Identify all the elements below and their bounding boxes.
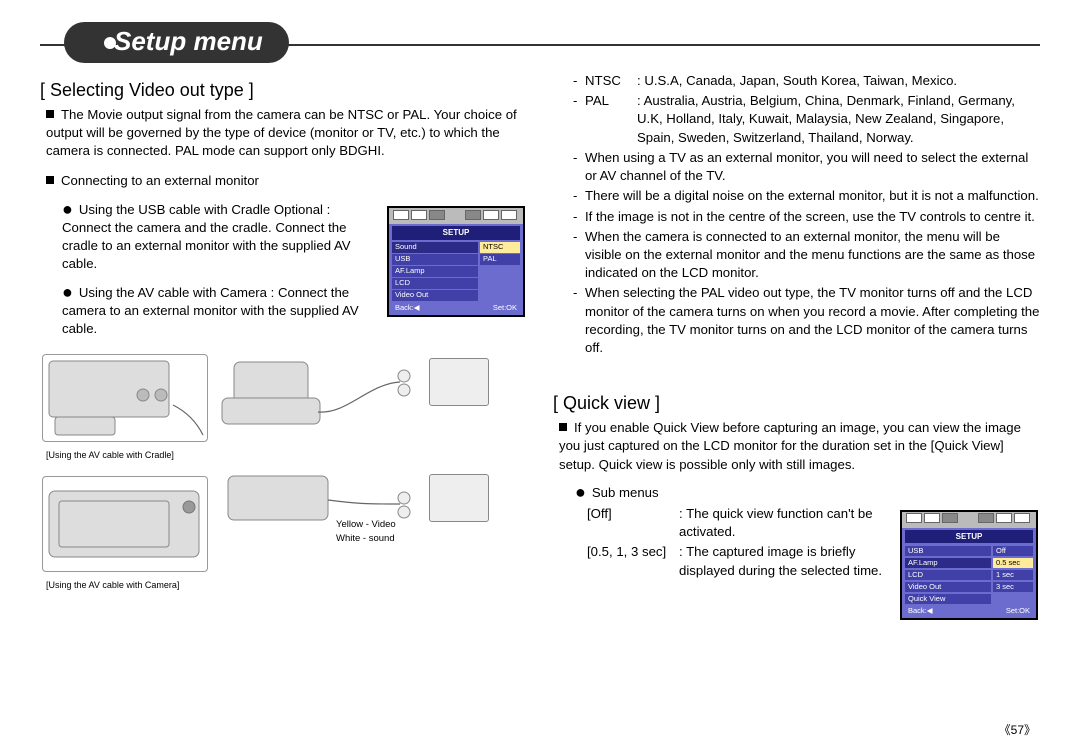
lcd-menu-row: Video Out xyxy=(392,290,520,302)
lcd-menu-row: USBPAL xyxy=(392,254,520,266)
bullet-square-icon xyxy=(46,176,54,184)
note-menu-visible: When the camera is connected to an exter… xyxy=(585,228,1040,283)
lcd-setup-label: SETUP xyxy=(905,530,1033,543)
page-number: 《57》 xyxy=(999,721,1036,738)
quick-view-intro: If you enable Quick View before capturin… xyxy=(559,420,1021,471)
lcd-menu-row: USBOff xyxy=(905,545,1033,557)
section-heading-video-out: [ Selecting Video out type ] xyxy=(40,78,527,103)
lcd-menu-row: AF.Lamp xyxy=(392,266,520,278)
lcd-setup-label: SETUP xyxy=(392,226,520,239)
bullet-dot-icon: ● xyxy=(62,282,73,302)
lcd-set-label: Set:OK xyxy=(493,303,517,313)
note-pal-record: When selecting the PAL video out type, t… xyxy=(585,284,1040,357)
lcd-menu-row: Quick View xyxy=(905,593,1033,605)
lcd-back-label: Back:◀ xyxy=(908,606,933,616)
lcd-menu-row: AF.Lamp0.5 sec xyxy=(905,557,1033,569)
caption-cradle: [Using the AV cable with Cradle] xyxy=(46,449,208,461)
qv-off-val: : The quick view function can't be activ… xyxy=(679,505,907,541)
connecting-heading: Connecting to an external monitor xyxy=(61,173,259,188)
page-title: Setup menu xyxy=(114,26,263,56)
lcd-menu-row: LCD xyxy=(392,278,520,290)
lcd-menu-row: LCD1 sec xyxy=(905,569,1033,581)
video-out-intro: The Movie output signal from the camera … xyxy=(46,107,517,158)
tv-monitor-icon xyxy=(429,474,489,522)
lcd-menu-row: SoundNTSC xyxy=(392,242,520,254)
bullet-dot-icon: ● xyxy=(62,199,73,219)
qv-sec-val: : The captured image is briefly displaye… xyxy=(679,543,907,579)
note-tv-channel: When using a TV as an external monitor, … xyxy=(585,149,1040,185)
qv-off-key: [Off] xyxy=(587,505,679,541)
right-column: -NTSC: U.S.A, Canada, Japan, South Korea… xyxy=(553,70,1040,607)
sub-menus-label: Sub menus xyxy=(592,485,659,500)
pal-countries: : Australia, Austria, Belgium, China, De… xyxy=(637,92,1040,147)
note-white-sound: White - sound xyxy=(336,532,395,545)
page-title-banner: Setup menu xyxy=(40,22,1040,66)
av-camera-text: Using the AV cable with Camera : Connect… xyxy=(62,285,359,336)
lcd-preview-quick-view: SETUP USBOffAF.Lamp0.5 secLCD1 secVideo … xyxy=(900,510,1038,620)
tv-monitor-icon xyxy=(429,358,489,406)
note-digital-noise: There will be a digital noise on the ext… xyxy=(585,187,1040,205)
ntsc-countries: : U.S.A, Canada, Japan, South Korea, Tai… xyxy=(637,72,1040,90)
bullet-square-icon xyxy=(559,423,567,431)
left-column: [ Selecting Video out type ] The Movie o… xyxy=(40,70,527,607)
lcd-menu-row: Video Out3 sec xyxy=(905,581,1033,593)
cable-diagram-area: Yellow - Video White - sound xyxy=(218,354,527,601)
note-centre: If the image is not in the centre of the… xyxy=(585,208,1040,226)
pal-label: PAL xyxy=(585,92,637,147)
illustration-camera xyxy=(42,476,208,572)
qv-sec-key: [0.5, 1, 3 sec] xyxy=(587,543,679,579)
lcd-set-label: Set:OK xyxy=(1006,606,1030,616)
figure-row: [Using the AV cable with Cradle] [Using … xyxy=(42,354,527,601)
bullet-square-icon xyxy=(46,110,54,118)
illustration-cradle xyxy=(42,354,208,442)
ntsc-label: NTSC xyxy=(585,72,637,90)
usb-cradle-text: Using the USB cable with Cradle Optional… xyxy=(62,202,351,272)
bullet-dot-icon: ● xyxy=(575,482,586,502)
section-heading-quick-view: [ Quick view ] xyxy=(553,391,1040,416)
lcd-back-label: Back:◀ xyxy=(395,303,420,313)
note-yellow-video: Yellow - Video xyxy=(336,518,396,531)
caption-camera: [Using the AV cable with Camera] xyxy=(46,579,208,591)
lcd-preview-video-out: SETUP SoundNTSCUSBPALAF.LampLCDVideo Out… xyxy=(387,206,525,316)
